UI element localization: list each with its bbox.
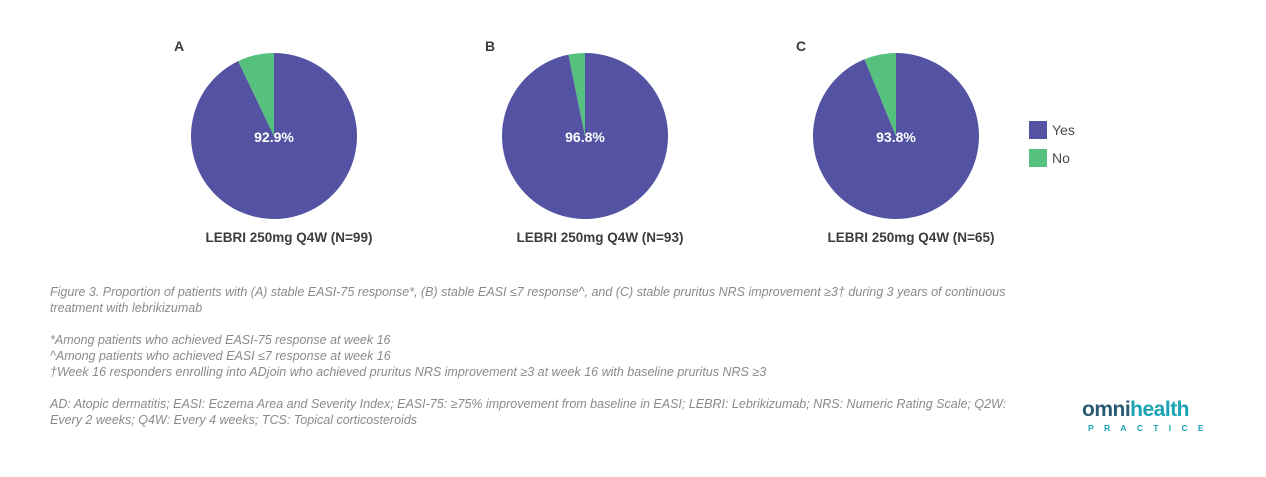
legend-label: Yes <box>1052 122 1075 138</box>
figure-notes: Figure 3. Proportion of patients with (A… <box>50 284 1040 428</box>
pie-panel-b: B 96.8% LEBRI 250mg Q4W (N=93) <box>485 38 725 258</box>
panel-label: B <box>485 38 496 54</box>
pie-slice-no <box>568 53 585 136</box>
legend-item-yes: Yes <box>1029 116 1075 144</box>
logo-suffix: health <box>1130 398 1190 421</box>
pie-slice-no <box>864 53 896 136</box>
legend-swatch-yes <box>1029 121 1047 139</box>
pie-caption: LEBRI 250mg Q4W (N=99) <box>205 230 373 245</box>
footnote: *Among patients who achieved EASI-75 res… <box>50 333 391 347</box>
legend-item-no: No <box>1029 144 1075 172</box>
pie-slice-yes <box>190 53 357 219</box>
panel-label: C <box>796 38 807 54</box>
pie-chart-b: 96.8% <box>502 53 668 219</box>
abbreviations: AD: Atopic dermatitis; EASI: Eczema Area… <box>50 397 1007 427</box>
pie-data-label: 96.8% <box>565 129 605 145</box>
pie-slice-no <box>238 53 274 136</box>
pie-chart-a: 92.9% <box>190 53 357 219</box>
legend-label: No <box>1052 150 1070 166</box>
pie-caption: LEBRI 250mg Q4W (N=93) <box>516 230 684 245</box>
pie-data-label: 93.8% <box>876 129 916 145</box>
panel-label: A <box>174 38 185 54</box>
legend: Yes No <box>1029 116 1075 172</box>
omnihealth-logo: omnihealth PRACTICE <box>1082 398 1222 438</box>
figure-caption: Figure 3. Proportion of patients with (A… <box>50 285 1006 315</box>
pie-panel-c: C 93.8% LEBRI 250mg Q4W (N=65) <box>796 38 1036 258</box>
legend-swatch-no <box>1029 149 1047 167</box>
footnote: †Week 16 responders enrolling into ADjoi… <box>50 365 767 379</box>
pie-caption: LEBRI 250mg Q4W (N=65) <box>827 230 995 245</box>
logo-tagline: PRACTICE <box>1088 423 1214 433</box>
pie-panel-a: A 92.9% LEBRI 250mg Q4W (N=99) <box>174 38 414 258</box>
pie-chart-c: 93.8% <box>813 53 979 219</box>
logo-prefix: omni <box>1082 398 1131 421</box>
footnote: ^Among patients who achieved EASI ≤7 res… <box>50 349 391 363</box>
pie-data-label: 92.9% <box>254 129 294 145</box>
